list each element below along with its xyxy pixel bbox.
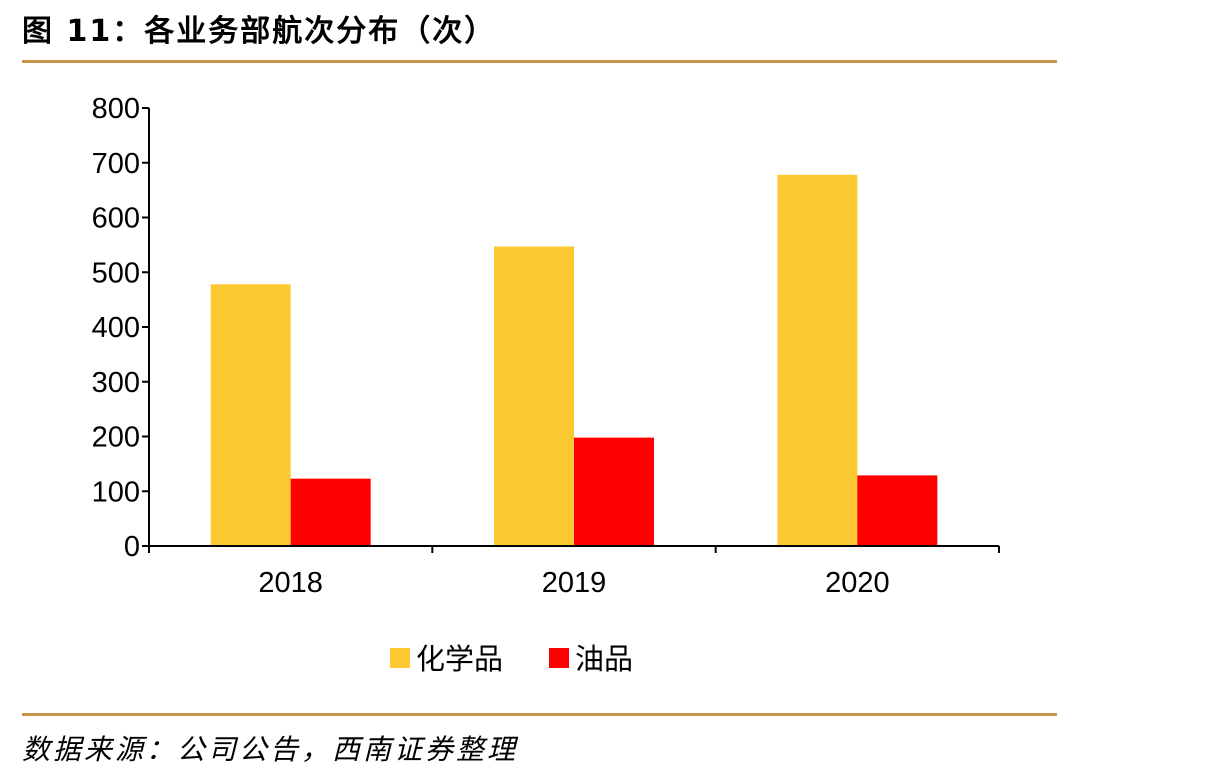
x-tick-label-2018: 2018 [258,567,323,599]
legend-label-1: 化学品 [416,642,503,676]
bar-2020-series-1 [777,174,858,547]
y-tick-label-300: 300 [92,367,140,399]
bar-2018-series-2 [290,478,371,546]
y-tick-label-0: 0 [124,531,140,563]
y-tick-label-700: 700 [92,148,140,180]
bar-2020-series-2 [857,475,938,546]
y-tick-label-600: 600 [92,203,140,235]
chart-title: 图 11：各业务部航次分布（次） [22,14,497,49]
bottom-divider [22,713,1057,716]
bar-2018-series-1 [210,284,291,546]
legend-swatch-2 [549,648,570,668]
x-tick-label-2020: 2020 [825,567,890,599]
bar-2019-series-1 [494,246,574,546]
legend-swatch-1 [390,648,410,668]
y-tick-label-500: 500 [92,257,140,289]
bar-2019-series-2 [574,437,654,546]
legend-label-2: 油品 [575,642,633,676]
y-tick-label-800: 800 [92,93,140,125]
source-note: 数据来源：公司公告，西南证券整理 [22,733,519,766]
y-tick-label-100: 100 [92,476,140,508]
y-tick-label-400: 400 [92,312,140,344]
y-tick-label-200: 200 [92,422,140,454]
x-tick-label-2019: 2019 [542,567,607,599]
top-divider [22,60,1057,63]
